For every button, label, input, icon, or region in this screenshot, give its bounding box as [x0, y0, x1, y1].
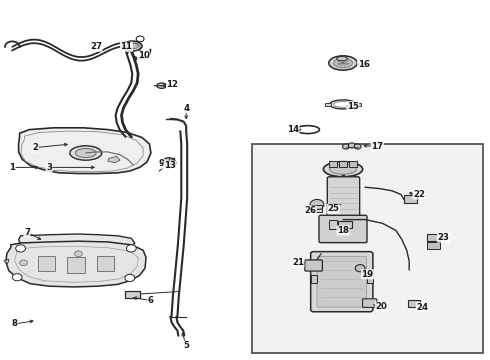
Ellipse shape — [334, 58, 352, 68]
Ellipse shape — [329, 164, 356, 174]
FancyBboxPatch shape — [305, 260, 322, 271]
Text: 8: 8 — [12, 320, 18, 328]
Ellipse shape — [329, 56, 357, 70]
Circle shape — [16, 245, 25, 252]
Polygon shape — [4, 259, 9, 264]
Text: 26: 26 — [304, 206, 316, 215]
Circle shape — [136, 36, 144, 42]
Text: 18: 18 — [337, 226, 349, 235]
Polygon shape — [19, 128, 151, 174]
Bar — [67, 257, 85, 273]
Text: 3: 3 — [46, 163, 52, 172]
Bar — [338, 221, 352, 228]
Text: 11: 11 — [121, 42, 132, 51]
Bar — [97, 256, 114, 271]
FancyBboxPatch shape — [319, 215, 367, 243]
Text: 10: 10 — [138, 51, 149, 60]
Circle shape — [20, 260, 27, 266]
FancyBboxPatch shape — [327, 177, 360, 217]
Text: 24: 24 — [416, 302, 428, 312]
Bar — [329, 161, 337, 167]
Circle shape — [354, 144, 361, 149]
Text: 25: 25 — [327, 204, 339, 213]
Bar — [329, 220, 337, 229]
Bar — [349, 161, 357, 167]
Text: 1: 1 — [9, 163, 15, 172]
Polygon shape — [19, 234, 135, 249]
Ellipse shape — [122, 41, 142, 51]
Text: 21: 21 — [292, 258, 304, 267]
Text: 15: 15 — [347, 102, 359, 111]
Circle shape — [343, 144, 349, 149]
Circle shape — [125, 274, 135, 282]
Text: 14: 14 — [287, 125, 299, 134]
Bar — [311, 275, 317, 283]
Ellipse shape — [126, 43, 138, 49]
Bar — [408, 300, 420, 307]
Circle shape — [126, 245, 136, 252]
Bar — [355, 103, 361, 106]
Bar — [339, 161, 347, 167]
Bar — [367, 275, 373, 283]
Text: 12: 12 — [167, 80, 178, 89]
Circle shape — [348, 143, 355, 148]
Circle shape — [162, 158, 176, 168]
Bar — [427, 242, 440, 249]
Text: 7: 7 — [24, 228, 30, 237]
Bar — [38, 256, 55, 271]
Bar — [125, 291, 140, 298]
Ellipse shape — [75, 149, 96, 158]
Text: 9: 9 — [159, 159, 165, 168]
Text: 13: 13 — [164, 161, 176, 170]
Bar — [312, 205, 322, 212]
Text: 19: 19 — [362, 270, 373, 279]
Circle shape — [12, 274, 22, 281]
Text: 16: 16 — [358, 60, 369, 69]
Text: 23: 23 — [438, 233, 449, 242]
Text: 2: 2 — [32, 143, 38, 152]
Polygon shape — [6, 241, 146, 287]
Circle shape — [74, 251, 82, 257]
Text: 20: 20 — [375, 302, 387, 311]
Text: 5: 5 — [183, 341, 189, 350]
Text: 17: 17 — [371, 142, 383, 151]
Polygon shape — [108, 156, 120, 163]
FancyBboxPatch shape — [363, 299, 377, 307]
Bar — [252, 144, 483, 353]
Bar — [427, 234, 440, 241]
Text: 6: 6 — [148, 296, 154, 305]
Ellipse shape — [337, 57, 347, 61]
Text: 27: 27 — [90, 42, 102, 51]
Ellipse shape — [70, 146, 101, 160]
Text: 4: 4 — [183, 104, 189, 112]
FancyBboxPatch shape — [317, 256, 367, 307]
FancyBboxPatch shape — [311, 252, 373, 312]
Ellipse shape — [323, 162, 363, 177]
Circle shape — [355, 265, 365, 272]
Circle shape — [310, 199, 324, 210]
Bar — [325, 103, 331, 106]
Text: 22: 22 — [413, 190, 425, 199]
Ellipse shape — [157, 83, 167, 88]
Bar — [404, 195, 417, 203]
